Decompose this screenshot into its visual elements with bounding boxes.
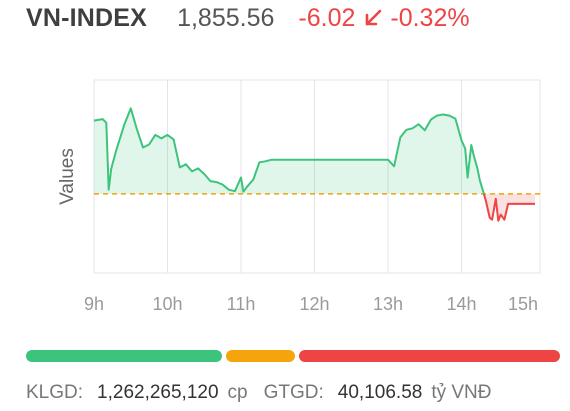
series-line-up	[93, 107, 485, 194]
x-tick-label: 13h	[373, 294, 403, 314]
x-tick-label: 9h	[84, 294, 104, 314]
index-header: VN-INDEX 1,855.56 -6.02 -0.32%	[26, 4, 560, 36]
x-tick-label: 14h	[446, 294, 476, 314]
index-change-group: -6.02 -0.32%	[298, 4, 469, 33]
x-axis-ticks: 9h 10h 11h 12h 13h 14h 15h	[84, 294, 538, 314]
advance-decline-bar	[26, 350, 560, 362]
x-tick-label: 11h	[227, 294, 256, 314]
chart-lines	[93, 107, 535, 222]
chart-grid	[93, 79, 541, 274]
unchanged-segment	[226, 350, 296, 362]
gtgd-unit: tỷ VNĐ	[431, 382, 492, 403]
x-tick-label: 12h	[299, 294, 329, 314]
klgd-label: KLGD:	[26, 382, 84, 403]
index-change-percent: -0.32%	[390, 4, 470, 32]
index-change: -6.02	[298, 4, 356, 32]
series-line-down	[482, 193, 535, 222]
advance-segment	[26, 350, 223, 362]
arrow-down-left-icon	[363, 6, 383, 26]
x-tick-label: 15h	[508, 294, 538, 314]
decline-segment	[299, 350, 560, 362]
gtgd-value: 40,106.58	[337, 382, 423, 403]
index-price: 1,855.56	[177, 4, 275, 32]
area-above-reference	[94, 108, 484, 194]
index-name: VN-INDEX	[26, 4, 148, 32]
klgd-value: 1,262,265,120	[97, 382, 219, 403]
klgd-unit: cp	[227, 382, 248, 403]
x-tick-label: 10h	[152, 294, 182, 314]
y-axis-label: Values	[57, 148, 78, 205]
plot-frame	[93, 79, 541, 274]
trading-stats: KLGD: 1,262,265,120 cp GTGD: 40,106.58 t…	[26, 382, 562, 410]
intraday-chart: 9h 10h 11h 12h 13h 14h 15h Values	[57, 79, 541, 314]
gtgd-label: GTGD:	[263, 382, 324, 403]
